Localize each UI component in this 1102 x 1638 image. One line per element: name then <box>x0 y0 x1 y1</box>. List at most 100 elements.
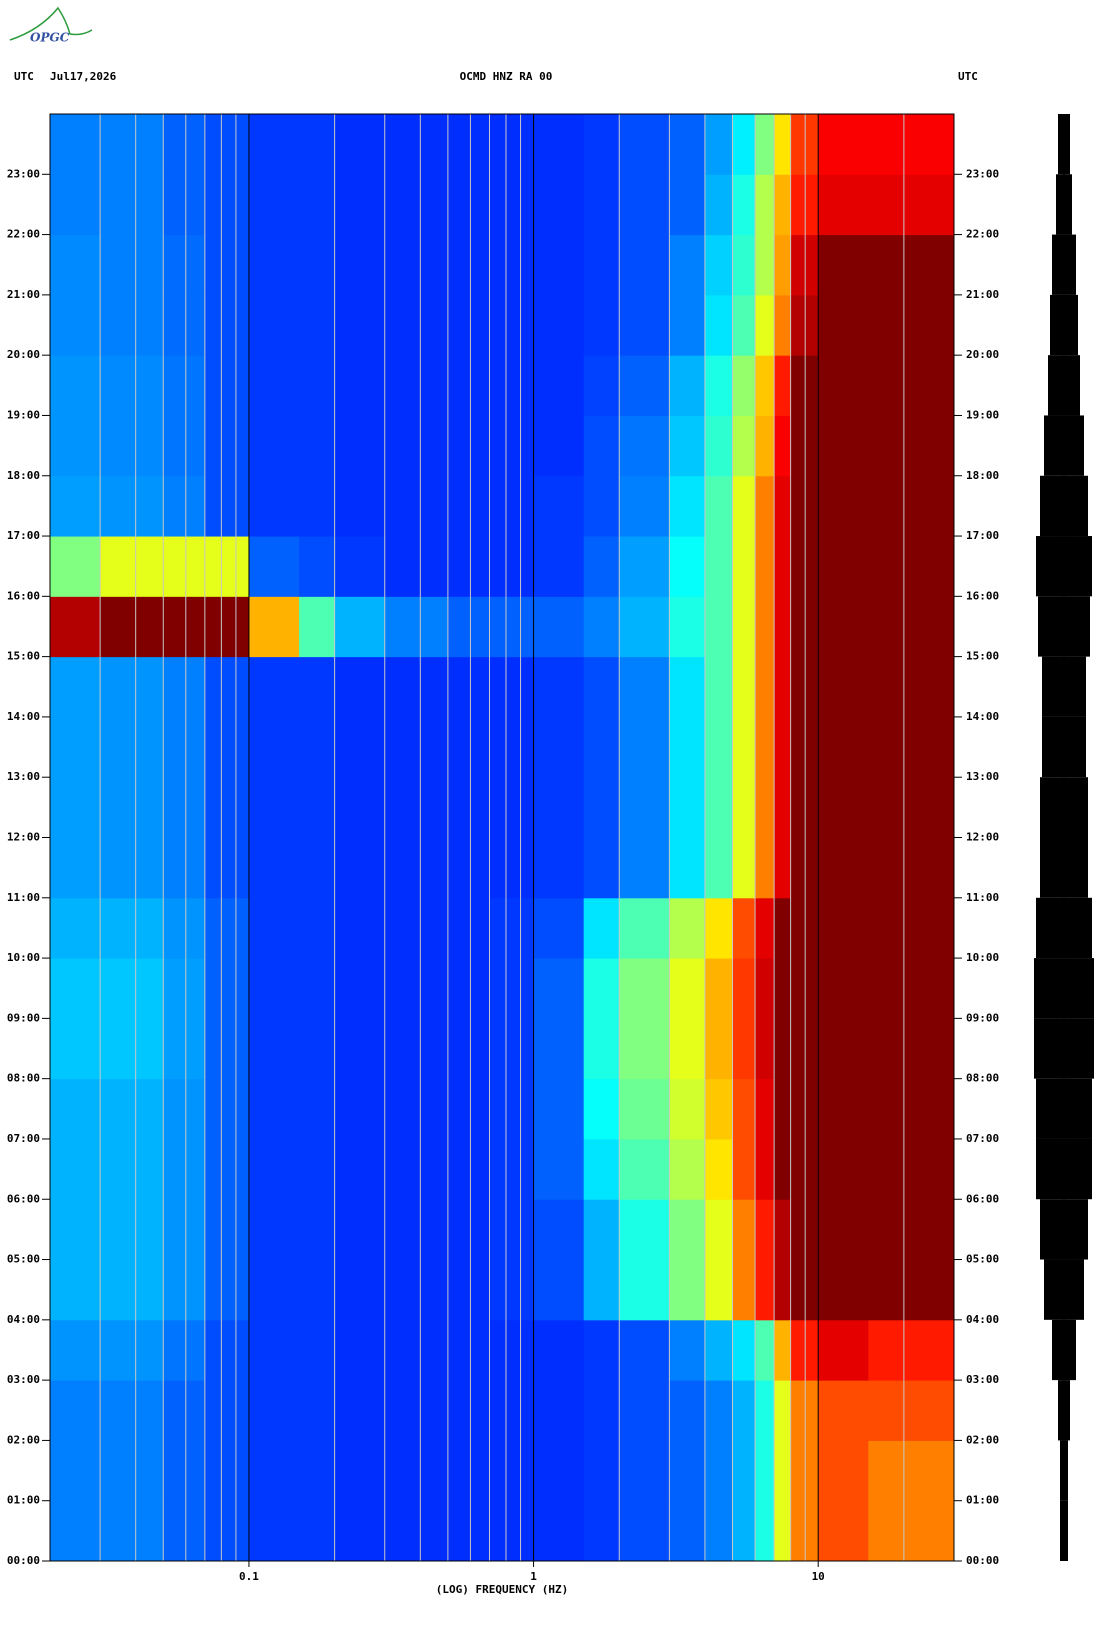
spectrogram-cell <box>299 1138 336 1200</box>
spectrogram-cell <box>447 114 490 175</box>
spectrogram-cell <box>163 355 206 416</box>
spectrogram-cell <box>447 1319 490 1381</box>
spectrogram-cell <box>704 596 734 658</box>
spectrogram-cell <box>868 174 905 236</box>
spectrogram-cell <box>334 1078 386 1140</box>
spectrogram-cell <box>903 656 955 718</box>
spectrogram-cell <box>447 174 490 236</box>
y-tick-label-right: 16:00 <box>966 589 999 602</box>
spectrogram-cell <box>818 1440 869 1502</box>
spectrogram-cell <box>669 475 706 537</box>
y-tick-label-left: 13:00 <box>7 770 40 783</box>
spectrogram-cell <box>790 1259 819 1321</box>
spectrogram-cell <box>299 716 336 778</box>
spectrogram-cell <box>334 837 386 899</box>
spectrogram-cell <box>868 777 905 838</box>
spectrogram-cell <box>755 1259 775 1321</box>
spectrogram-cell <box>818 234 869 296</box>
spectrogram-cell <box>334 656 386 718</box>
spectrogram-cell <box>248 1319 300 1381</box>
spectrogram-cell <box>669 536 706 597</box>
spectrogram-cell <box>774 1018 792 1080</box>
spectrogram-cell <box>755 294 775 356</box>
spectrogram-cell <box>755 1319 775 1381</box>
spectrogram-cell <box>755 234 775 296</box>
spectrogram-cell <box>818 777 869 838</box>
spectrogram-cell <box>334 536 386 597</box>
spectrogram-cell <box>50 1138 101 1200</box>
spectrogram-cell <box>732 1078 756 1140</box>
spectrogram-cell <box>732 415 756 477</box>
spectrogram-cell <box>818 1380 869 1441</box>
spectrogram-cell <box>732 355 756 416</box>
spectrogram-cell <box>774 475 792 537</box>
spectrogram-cell <box>489 656 535 718</box>
spectrogram-cell <box>489 716 535 778</box>
spectrogram-cell <box>868 837 905 899</box>
spectrogram-cell <box>384 897 449 959</box>
spectrogram-cell <box>903 1380 955 1441</box>
spectrogram-cell <box>755 958 775 1019</box>
y-tick-label-left: 11:00 <box>7 891 40 904</box>
spectrogram-cell <box>299 1440 336 1502</box>
spectrogram-cell <box>755 897 775 959</box>
spectrogram-cell <box>384 475 449 537</box>
spectrogram-cell <box>583 355 620 416</box>
spectrogram-cell <box>334 475 386 537</box>
spectrogram-cell <box>204 536 250 597</box>
spectrogram-cell <box>204 1440 250 1502</box>
spectrogram-cell <box>774 716 792 778</box>
spectrogram-cell <box>334 897 386 959</box>
spectrogram-cell <box>583 1138 620 1200</box>
y-tick-label-right: 21:00 <box>966 288 999 301</box>
trace-envelope <box>1040 777 1088 838</box>
spectrogram-cell <box>533 1138 585 1200</box>
y-tick-label-left: 19:00 <box>7 408 40 421</box>
spectrogram-cell <box>533 1199 585 1261</box>
spectrogram-cell <box>299 1259 336 1321</box>
spectrogram-cell <box>299 958 336 1019</box>
spectrogram-cell <box>732 837 756 899</box>
spectrogram-cell <box>163 536 206 597</box>
logo: OPGC <box>30 31 70 45</box>
spectrogram-cell <box>732 174 756 236</box>
spectrogram-cell <box>790 1380 819 1441</box>
spectrogram-cell <box>619 777 670 838</box>
spectrogram-cell <box>755 114 775 175</box>
y-tick-label-right: 09:00 <box>966 1011 999 1024</box>
spectrogram-cell <box>669 897 706 959</box>
spectrogram-cell <box>163 415 206 477</box>
y-tick-label-left: 02:00 <box>7 1433 40 1446</box>
spectrogram-cell <box>704 1319 734 1381</box>
spectrogram-cell <box>818 294 869 356</box>
spectrogram-cell <box>583 536 620 597</box>
spectrogram-cell <box>669 656 706 718</box>
spectrogram-cell <box>583 1018 620 1080</box>
spectrogram-cell <box>868 355 905 416</box>
spectrogram-cell <box>248 1259 300 1321</box>
spectrogram-cell <box>903 897 955 959</box>
spectrogram-cell <box>868 415 905 477</box>
spectrogram-cell <box>704 1078 734 1140</box>
spectrogram-cell <box>50 415 101 477</box>
spectrogram-cell <box>774 415 792 477</box>
trace-envelope <box>1036 1078 1092 1139</box>
spectrogram-cell <box>818 1259 869 1321</box>
spectrogram-cell <box>384 355 449 416</box>
spectrogram-cell <box>163 1018 206 1080</box>
spectrogram-cell <box>669 355 706 416</box>
spectrogram-cell <box>669 174 706 236</box>
spectrogram-cell <box>163 174 206 236</box>
spectrogram-cell <box>384 1018 449 1080</box>
spectrogram-cell <box>790 777 819 838</box>
y-tick-label-left: 21:00 <box>7 288 40 301</box>
y-tick-label-left: 07:00 <box>7 1132 40 1145</box>
spectrogram-cell <box>583 415 620 477</box>
spectrogram-cell <box>248 777 300 838</box>
y-tick-label-left: 04:00 <box>7 1313 40 1326</box>
spectrogram-cell <box>903 1440 955 1502</box>
spectrogram-cell <box>583 1319 620 1381</box>
spectrogram-cell <box>704 415 734 477</box>
spectrogram-cell <box>489 1380 535 1441</box>
spectrogram-cell <box>704 897 734 959</box>
